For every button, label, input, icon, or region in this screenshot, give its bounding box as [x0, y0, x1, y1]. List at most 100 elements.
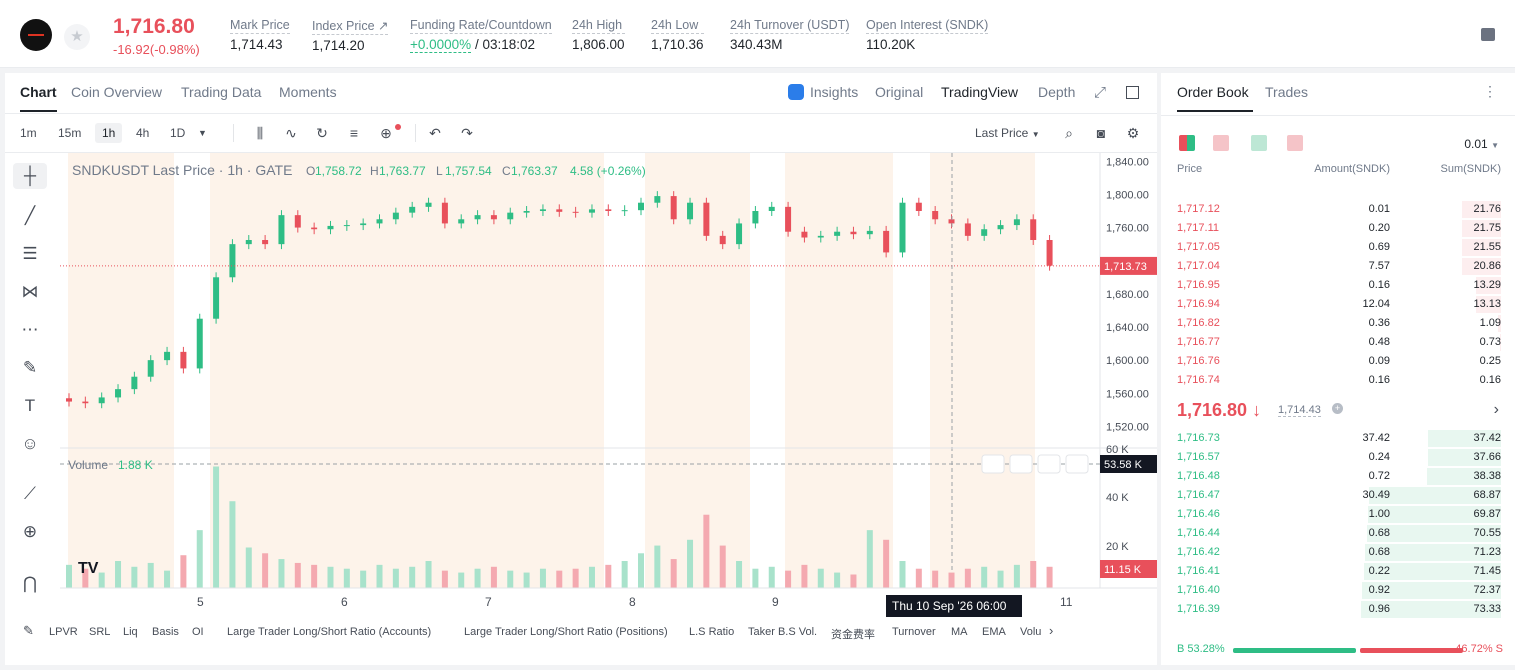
row-sum: 21.75 [1473, 222, 1501, 234]
redo-icon[interactable]: ↷ [461, 125, 473, 141]
view-asks-icon[interactable] [1213, 135, 1229, 151]
tab-chart[interactable]: Chart [20, 84, 57, 112]
ask-row[interactable]: 1,717.11 0.20 21.75 [1161, 219, 1515, 238]
indicator-srl[interactable]: SRL [89, 626, 111, 638]
tf-dropdown-icon[interactable]: ▼ [198, 128, 207, 138]
tf-4h[interactable]: 4h [136, 126, 150, 140]
book-icon[interactable] [1481, 28, 1495, 41]
tab-moments[interactable]: Moments [279, 84, 337, 100]
crosshair-icon[interactable]: ┼ [13, 163, 47, 189]
indicator-oi[interactable]: OI [192, 626, 204, 638]
view-pair-icon[interactable] [1287, 135, 1303, 151]
bid-row[interactable]: 1,716.44 0.68 70.55 [1161, 524, 1515, 543]
volume-bar [115, 561, 122, 588]
indicator-liq[interactable]: Liq [123, 626, 138, 638]
tf-1d[interactable]: 1D [170, 126, 186, 140]
magnet-icon[interactable]: ⋂ [23, 574, 37, 593]
emoji-icon[interactable]: ☺ [21, 434, 39, 453]
zoom-in-icon[interactable]: ⊕ [22, 522, 38, 541]
indicator-ls-ratio[interactable]: L.S Ratio [689, 626, 735, 638]
tf-1m[interactable]: 1m [20, 126, 37, 140]
settings-gear-icon[interactable]: ⚙ [1126, 125, 1140, 141]
indicator-taker-vol[interactable]: Taker B.S Vol. [748, 626, 818, 638]
tab-insights[interactable]: Insights [810, 84, 859, 100]
candle-type-icon[interactable]: ⫼ [256, 125, 264, 141]
search-icon[interactable]: ⌕ [1065, 125, 1073, 141]
bid-row[interactable]: 1,716.40 0.92 72.37 [1161, 581, 1515, 600]
ask-row[interactable]: 1,716.82 0.36 1.09 [1161, 314, 1515, 333]
tab-tradingview[interactable]: TradingView [941, 84, 1019, 100]
ask-row[interactable]: 1,716.74 0.16 0.16 [1161, 371, 1515, 390]
expand-icon[interactable]: ⤢ [1094, 84, 1107, 101]
more-menu-icon[interactable]: ⋮ [1483, 83, 1497, 99]
bid-row[interactable]: 1,716.57 0.24 37.66 [1161, 448, 1515, 467]
tab-order-book[interactable]: Order Book [1177, 84, 1249, 100]
trendline-icon[interactable]: ╱ [24, 206, 36, 225]
stat-index-price[interactable]: Index Price ↗ 1,714.20 [312, 19, 389, 53]
camera-icon[interactable]: ◙ [1096, 125, 1106, 141]
pattern-icon[interactable]: ⋈ [21, 282, 39, 301]
chevron-right-icon[interactable]: › [1493, 401, 1499, 418]
info-icon[interactable]: + [1332, 403, 1343, 414]
templates-icon[interactable]: ≡ [349, 125, 359, 141]
price-change: -16.92(-0.98%) [113, 42, 200, 57]
ask-row[interactable]: 1,716.77 0.48 0.73 [1161, 333, 1515, 352]
window-icon[interactable] [1126, 86, 1139, 99]
bid-row[interactable]: 1,716.42 0.68 71.23 [1161, 543, 1515, 562]
indicators-icon[interactable]: ∿ [285, 125, 297, 141]
text-tool-icon[interactable]: T [24, 396, 36, 415]
tab-depth[interactable]: Depth [1038, 84, 1076, 100]
candle-body [801, 231, 808, 238]
undo-icon[interactable]: ↶ [429, 125, 441, 141]
bid-row[interactable]: 1,716.73 37.42 37.42 [1161, 429, 1515, 448]
legend-change: 4.58 (+0.26%) [570, 164, 646, 178]
indicator-ma[interactable]: MA [951, 626, 968, 638]
brush-icon[interactable]: ✎ [22, 358, 38, 377]
chart-toolbar: 1m 15m 1h 4h 1D ▼ ⫼ ∿ ↻ ≡ ⊕ ↶ ↷ Last Pri… [5, 113, 1157, 153]
price-chart[interactable]: 1,840.001,800.001,760.001,720.001,680.00… [60, 153, 1157, 618]
precision-select[interactable]: 0.01 ▼ [1464, 137, 1499, 151]
ask-row[interactable]: 1,716.94 12.04 13.13 [1161, 295, 1515, 314]
bid-row[interactable]: 1,716.39 0.96 73.33 [1161, 600, 1515, 619]
tab-trading-data[interactable]: Trading Data [181, 84, 262, 100]
view-bids-icon[interactable] [1251, 135, 1267, 151]
row-amount: 37.42 [1362, 432, 1390, 444]
price-type-select[interactable]: Last Price ▼ [975, 126, 1040, 140]
indicator-ema[interactable]: EMA [982, 626, 1006, 638]
tf-15m[interactable]: 15m [58, 126, 82, 140]
tab-original[interactable]: Original [875, 84, 924, 100]
ask-row[interactable]: 1,717.12 0.01 21.76 [1161, 200, 1515, 219]
favorite-star-icon[interactable]: ★ [64, 24, 90, 50]
chevron-right-icon[interactable]: › [1049, 623, 1054, 638]
tf-1h[interactable]: 1h [95, 123, 123, 143]
indicator-funding[interactable]: 资金费率 [831, 629, 875, 641]
candle-body [899, 202, 906, 253]
compare-icon[interactable]: ↻ [316, 125, 328, 141]
bid-row[interactable]: 1,716.41 0.22 71.45 [1161, 562, 1515, 581]
horizontal-lines-icon[interactable]: ☰ [22, 244, 38, 263]
ask-row[interactable]: 1,716.95 0.16 13.29 [1161, 276, 1515, 295]
view-both-icon[interactable] [1179, 135, 1195, 151]
alert-add-icon[interactable]: ⊕ [380, 125, 392, 141]
indicator-turnover[interactable]: Turnover [892, 626, 936, 638]
tab-coin-overview[interactable]: Coin Overview [71, 84, 163, 100]
indicator-lpvr[interactable]: LPVR [49, 626, 78, 638]
ruler-icon[interactable]: ⟋ [24, 484, 36, 503]
ask-row[interactable]: 1,717.04 7.57 20.86 [1161, 257, 1515, 276]
candle-body [539, 209, 546, 211]
tab-trades[interactable]: Trades [1265, 84, 1309, 100]
volume-bar [425, 561, 432, 588]
toolbar-divider [415, 124, 416, 142]
fib-icon[interactable]: ⋯ [21, 320, 39, 339]
bid-row[interactable]: 1,716.48 0.72 38.38 [1161, 467, 1515, 486]
indicator-lt-positions[interactable]: Large Trader Long/Short Ratio (Positions… [464, 626, 668, 638]
bid-row[interactable]: 1,716.47 30.49 68.87 [1161, 486, 1515, 505]
indicator-lt-accounts[interactable]: Large Trader Long/Short Ratio (Accounts) [227, 626, 432, 638]
indicator-volume[interactable]: Volu [1020, 626, 1042, 638]
ask-row[interactable]: 1,716.76 0.09 0.25 [1161, 352, 1515, 371]
indicator-basis[interactable]: Basis [152, 626, 179, 638]
edit-pen-icon[interactable]: ✎ [23, 623, 34, 638]
candle-body [752, 211, 759, 224]
bid-row[interactable]: 1,716.46 1.00 69.87 [1161, 505, 1515, 524]
ask-row[interactable]: 1,717.05 0.69 21.55 [1161, 238, 1515, 257]
